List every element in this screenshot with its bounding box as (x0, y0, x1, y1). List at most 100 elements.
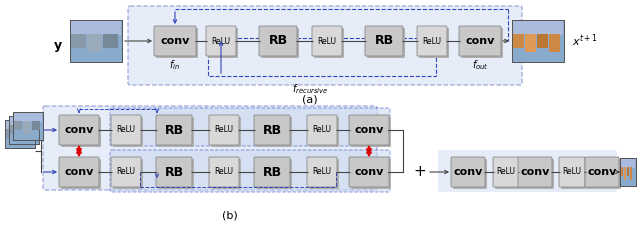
Bar (621, 159, 635, 168)
FancyBboxPatch shape (365, 26, 403, 56)
Text: conv: conv (465, 36, 495, 46)
FancyBboxPatch shape (587, 159, 621, 189)
FancyBboxPatch shape (113, 159, 143, 189)
Bar (15, 129, 23, 142)
FancyBboxPatch shape (209, 157, 239, 187)
Text: conv: conv (64, 167, 93, 177)
Text: RB: RB (374, 34, 394, 47)
FancyBboxPatch shape (256, 159, 292, 189)
Bar (19, 125, 27, 138)
Bar (5, 120, 35, 148)
FancyBboxPatch shape (158, 117, 194, 147)
Bar (621, 167, 623, 176)
Text: ReLU: ReLU (214, 126, 234, 135)
FancyBboxPatch shape (309, 117, 339, 147)
FancyBboxPatch shape (259, 26, 297, 56)
FancyBboxPatch shape (211, 159, 241, 189)
FancyBboxPatch shape (254, 157, 290, 187)
FancyBboxPatch shape (314, 28, 344, 58)
FancyBboxPatch shape (312, 26, 342, 56)
Text: $f_{out}$: $f_{out}$ (472, 58, 488, 72)
Text: RB: RB (262, 124, 282, 137)
FancyBboxPatch shape (209, 115, 239, 145)
FancyBboxPatch shape (451, 157, 485, 187)
FancyBboxPatch shape (59, 157, 99, 187)
Text: +: + (413, 164, 426, 180)
FancyBboxPatch shape (261, 28, 299, 58)
FancyBboxPatch shape (156, 115, 192, 145)
Text: conv: conv (520, 167, 550, 177)
Bar (513, 34, 524, 48)
Bar (525, 34, 536, 52)
FancyBboxPatch shape (61, 159, 101, 189)
FancyBboxPatch shape (349, 157, 389, 187)
Bar (103, 34, 118, 48)
Bar (208, 38, 436, 76)
FancyBboxPatch shape (438, 150, 617, 192)
Bar (512, 20, 564, 62)
FancyBboxPatch shape (211, 117, 241, 147)
FancyBboxPatch shape (349, 115, 389, 145)
Text: conv: conv (355, 125, 384, 135)
FancyBboxPatch shape (110, 108, 390, 146)
Text: ReLU: ReLU (116, 126, 136, 135)
Bar (620, 158, 636, 186)
Bar (10, 117, 38, 126)
Text: ReLU: ReLU (211, 36, 230, 45)
Bar (537, 34, 548, 48)
Text: RB: RB (262, 166, 282, 178)
Bar (70, 20, 122, 62)
FancyBboxPatch shape (111, 157, 141, 187)
FancyBboxPatch shape (59, 115, 99, 145)
FancyBboxPatch shape (206, 26, 236, 56)
Bar (13, 112, 43, 140)
FancyBboxPatch shape (495, 159, 521, 189)
Bar (71, 34, 86, 48)
Text: y: y (54, 38, 62, 52)
FancyBboxPatch shape (309, 159, 339, 189)
FancyBboxPatch shape (156, 28, 198, 58)
FancyBboxPatch shape (156, 157, 192, 187)
FancyBboxPatch shape (208, 28, 238, 58)
Text: ReLU: ReLU (497, 167, 515, 176)
FancyBboxPatch shape (307, 157, 337, 187)
Text: RB: RB (164, 124, 184, 137)
Text: conv: conv (453, 167, 483, 177)
Text: ReLU: ReLU (312, 167, 332, 176)
Text: (a): (a) (302, 94, 318, 104)
FancyBboxPatch shape (518, 157, 552, 187)
Bar (87, 34, 102, 52)
FancyBboxPatch shape (128, 6, 522, 85)
FancyBboxPatch shape (493, 157, 519, 187)
FancyBboxPatch shape (43, 106, 377, 190)
Bar (627, 167, 629, 176)
FancyBboxPatch shape (585, 157, 619, 187)
FancyBboxPatch shape (351, 117, 391, 147)
Bar (9, 116, 39, 144)
Bar (14, 113, 42, 122)
Text: conv: conv (588, 167, 617, 177)
Bar (71, 21, 121, 35)
FancyBboxPatch shape (110, 150, 390, 192)
Text: ReLU: ReLU (116, 167, 136, 176)
FancyBboxPatch shape (154, 26, 196, 56)
Bar (512, 20, 564, 62)
Bar (70, 20, 122, 62)
Text: $f_{in}$: $f_{in}$ (170, 58, 180, 72)
FancyBboxPatch shape (417, 26, 447, 56)
Text: ReLU: ReLU (312, 126, 332, 135)
Bar (24, 129, 32, 138)
Bar (32, 121, 40, 130)
Bar (5, 120, 35, 148)
FancyBboxPatch shape (559, 157, 585, 187)
Text: ReLU: ReLU (317, 36, 337, 45)
FancyBboxPatch shape (61, 117, 101, 147)
FancyBboxPatch shape (113, 117, 143, 147)
Text: $f_{recursive}$: $f_{recursive}$ (292, 82, 328, 96)
Bar (624, 167, 626, 180)
Bar (6, 129, 14, 138)
Text: ReLU: ReLU (563, 167, 582, 176)
FancyBboxPatch shape (111, 115, 141, 145)
FancyBboxPatch shape (254, 115, 290, 145)
Bar (14, 121, 22, 130)
